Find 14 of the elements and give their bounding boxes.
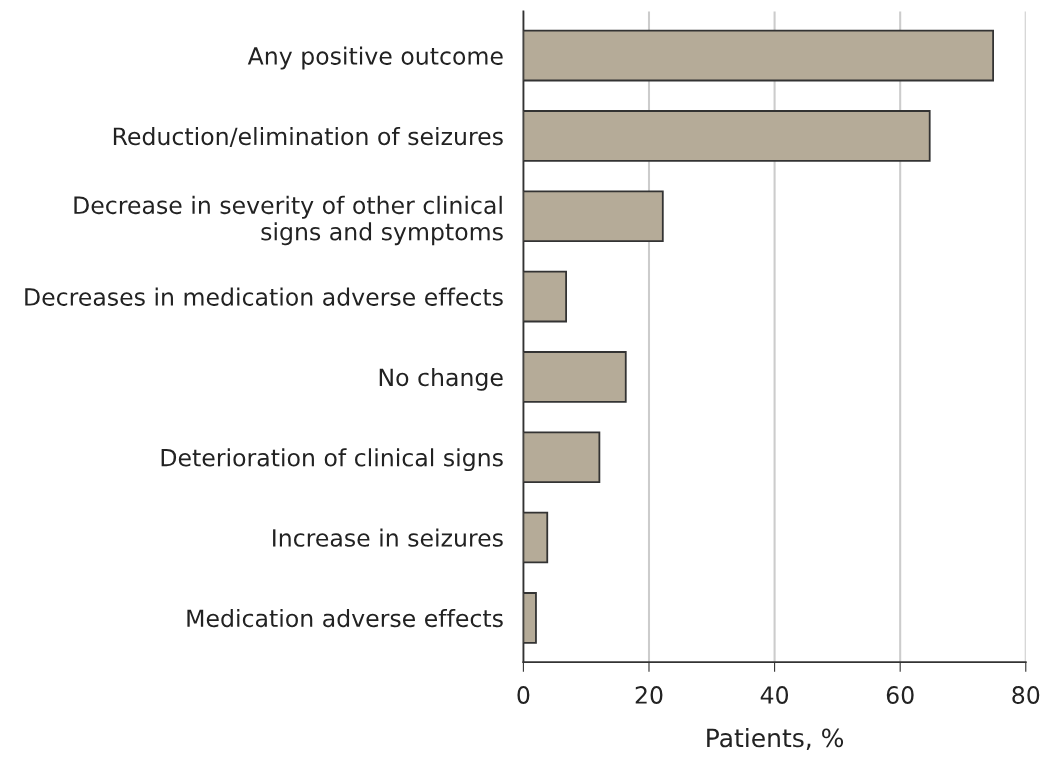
y-tick-label: Decreases in medication adverse effects	[25, 287, 503, 306]
y-tick-label: Reduction/elimination of seizures	[113, 126, 503, 148]
x-tick-label: 40	[760, 686, 789, 704]
x-tick-label: 80	[1012, 686, 1040, 704]
y-tick-label: Deterioration of clinical signs	[161, 448, 503, 472]
y-tick-label: Increase in seizures	[273, 528, 503, 547]
x-tick-label: 20	[635, 686, 663, 704]
y-tick-label: Any positive outcome	[247, 46, 503, 70]
y-tick-label: No change	[379, 367, 503, 391]
y-tick-label: Medication adverse effects	[187, 608, 503, 628]
x-axis-title: Patients, %	[707, 727, 844, 750]
y-tick-label: Decrease in severity of other clinical signs and symptoms	[74, 195, 503, 246]
x-tick-label: 0	[517, 686, 530, 704]
x-tick-label: 60	[886, 686, 914, 704]
